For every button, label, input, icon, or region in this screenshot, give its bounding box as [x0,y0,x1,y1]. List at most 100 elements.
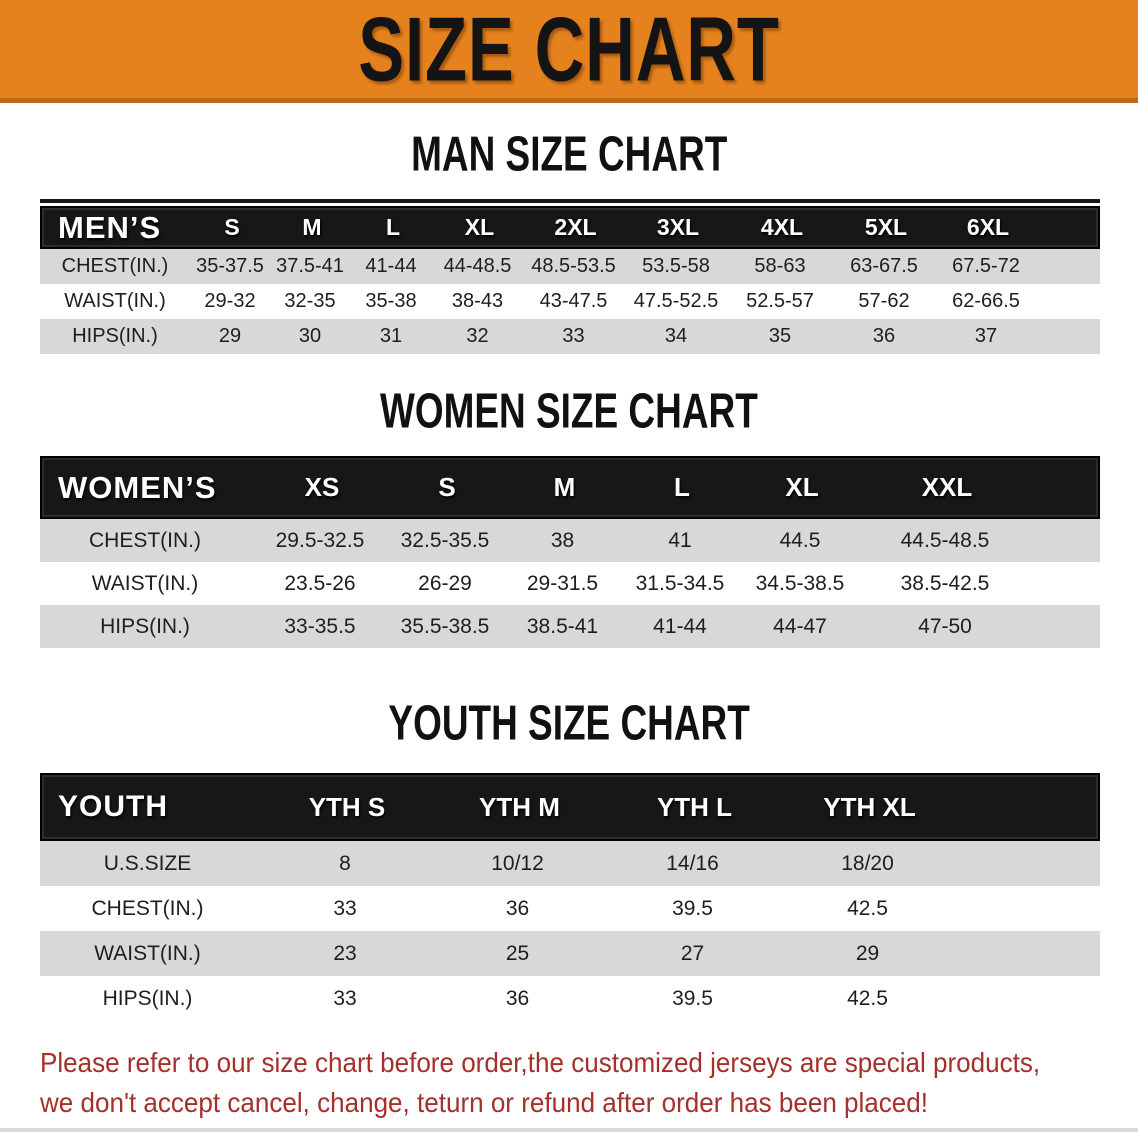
value-cell: 23 [333,941,357,965]
size-header-cell: S [224,214,240,240]
row-label-cell: CHEST(IN.) [91,896,204,920]
size-chart-banner: SIZE CHART [0,0,1138,103]
value-cell: 14/16 [666,851,719,875]
value-cell: 44-47 [773,614,827,638]
men-section-heading-text: MAN SIZE CHART [410,127,728,182]
youth-section-heading-text: YOUTH SIZE CHART [388,696,750,751]
value-cell: 29-32 [204,290,256,312]
table-title-cell: WOMEN’S [58,469,217,505]
value-cell: 8 [339,851,351,875]
value-cell: 29 [218,325,242,347]
value-cell: 35 [768,325,792,347]
value-cell: 33 [562,325,585,347]
value-cell: 29 [855,941,880,965]
men-table-top-rule [40,199,1100,203]
value-cell: 41-44 [653,614,707,638]
value-cell: 26-29 [418,571,472,595]
size-header-cell: YTH L [656,791,733,822]
value-cell: 23.5-26 [284,571,356,595]
value-cell: 36 [505,896,530,920]
measurement-row: CHEST(IN.) 35-37.5 37.5-41 41-44 44-48.5 48.5… [40,249,1100,284]
value-cell: 43-47.5 [539,290,608,312]
table-title-cell: YOUTH [58,790,168,823]
youth-size-table: YOUTH YTH S YTH M YTH L YTH XL U.S.SIZE 8 10/12… [40,773,1100,1021]
value-cell: 42.5 [847,986,888,1010]
value-cell: 38.5-42.5 [900,571,990,595]
row-label-cell: U.S.SIZE [103,851,192,875]
value-cell: 35-38 [365,290,417,312]
value-cell: 63-67.5 [850,255,918,277]
size-header-cell: 6XL [966,214,1010,240]
row-label-cell: WAIST(IN.) [94,941,201,965]
table-header-row: MEN’S S M L XL 2XL 3XL 4XL 5XL 6XL [40,206,1100,249]
value-cell: 57-62 [858,290,910,312]
value-cell: 35-37.5 [196,255,264,277]
size-header-cell: S [438,472,456,502]
value-cell: 31 [379,325,403,347]
size-header-cell: L [674,472,690,502]
value-cell: 39.5 [672,986,713,1010]
value-cell: 52.5-57 [746,290,814,312]
value-cell: 25 [505,941,530,965]
row-label-cell: HIPS(IN.) [72,325,158,347]
value-cell: 30 [298,325,322,347]
value-cell: 33 [333,896,357,920]
value-cell: 27 [680,941,705,965]
table-title-cell: MEN’S [58,209,162,245]
row-label-cell: CHEST(IN.) [61,255,169,277]
row-label-cell: CHEST(IN.) [89,528,201,552]
value-cell: 67.5-72 [952,255,1020,277]
value-cell: 36 [505,986,530,1010]
banner-title: SIZE CHART [358,0,780,100]
value-cell: 44-48.5 [443,255,512,277]
value-cell: 47-50 [918,614,972,638]
value-cell: 39.5 [672,896,713,920]
women-section-heading-text: WOMEN SIZE CHART [380,384,758,439]
measurement-row: U.S.SIZE 8 10/12 14/16 18/20 [40,841,1100,886]
size-header-cell: XL [785,472,819,502]
measurement-row: CHEST(IN.) 29.5-32.5 32.5-35.5 38 41 44.5 44.5… [40,519,1100,562]
measurement-row: HIPS(IN.) 33 36 39.5 42.5 [40,976,1100,1021]
value-cell: 38-43 [451,290,504,312]
order-disclaimer: Please refer to our size chart before or… [0,1043,1138,1123]
size-header-cell: YTH S [308,791,386,822]
value-cell: 62-66.5 [952,290,1020,312]
size-header-cell: XS [304,472,340,502]
value-cell: 37.5-41 [276,255,344,277]
value-cell: 34.5-38.5 [755,571,845,595]
value-cell: 47.5-52.5 [633,290,719,312]
value-cell: 48.5-53.5 [531,255,616,277]
value-cell: 10/12 [491,851,544,875]
measurement-row: HIPS(IN.) 33-35.5 35.5-38.5 38.5-41 41-44 44-… [40,605,1100,648]
measurement-row: WAIST(IN.) 29-32 32-35 35-38 38-43 43-47.5 47.… [40,284,1100,319]
value-cell: 32 [466,325,489,347]
value-cell: 44.5 [779,528,821,552]
women-size-table: WOMEN’S XS S M L XL XXL CHEST(IN.) 29.5-32.5 32.5… [40,456,1100,648]
row-label-cell: HIPS(IN.) [102,986,193,1010]
value-cell: 29.5-32.5 [275,528,365,552]
measurement-row: WAIST(IN.) 23 25 27 29 [40,931,1100,976]
table-header-row: WOMEN’S XS S M L XL XXL [40,456,1100,519]
value-cell: 33 [333,986,357,1010]
value-cell: 29-31.5 [526,571,599,595]
value-cell: 18/20 [841,851,894,875]
row-label-cell: WAIST(IN.) [64,290,166,312]
value-cell: 44.5-48.5 [900,528,990,552]
value-cell: 37 [974,325,998,347]
size-header-cell: XXL [921,472,973,502]
value-cell: 53.5-58 [642,255,710,277]
table-header-row: YOUTH YTH S YTH M YTH L YTH XL [40,773,1100,841]
size-header-cell: L [385,214,401,240]
bottom-edge-strip [0,1128,1138,1132]
men-section-heading: MAN SIZE CHART [0,127,1138,182]
value-cell: 42.5 [847,896,888,920]
row-label-cell: WAIST(IN.) [91,571,199,595]
value-cell: 38 [550,528,575,552]
size-header-cell: YTH XL [823,791,916,822]
men-size-table: MEN’S S M L XL 2XL 3XL 4XL 5XL 6XL CHEST(IN.) 35-37… [40,199,1100,354]
size-header-cell: XL [464,214,495,240]
value-cell: 32.5-35.5 [400,528,490,552]
measurement-row: HIPS(IN.) 29 30 31 32 33 34 35 36 37 [40,319,1100,354]
size-header-cell: 3XL [656,214,700,240]
value-cell: 34 [664,325,688,347]
